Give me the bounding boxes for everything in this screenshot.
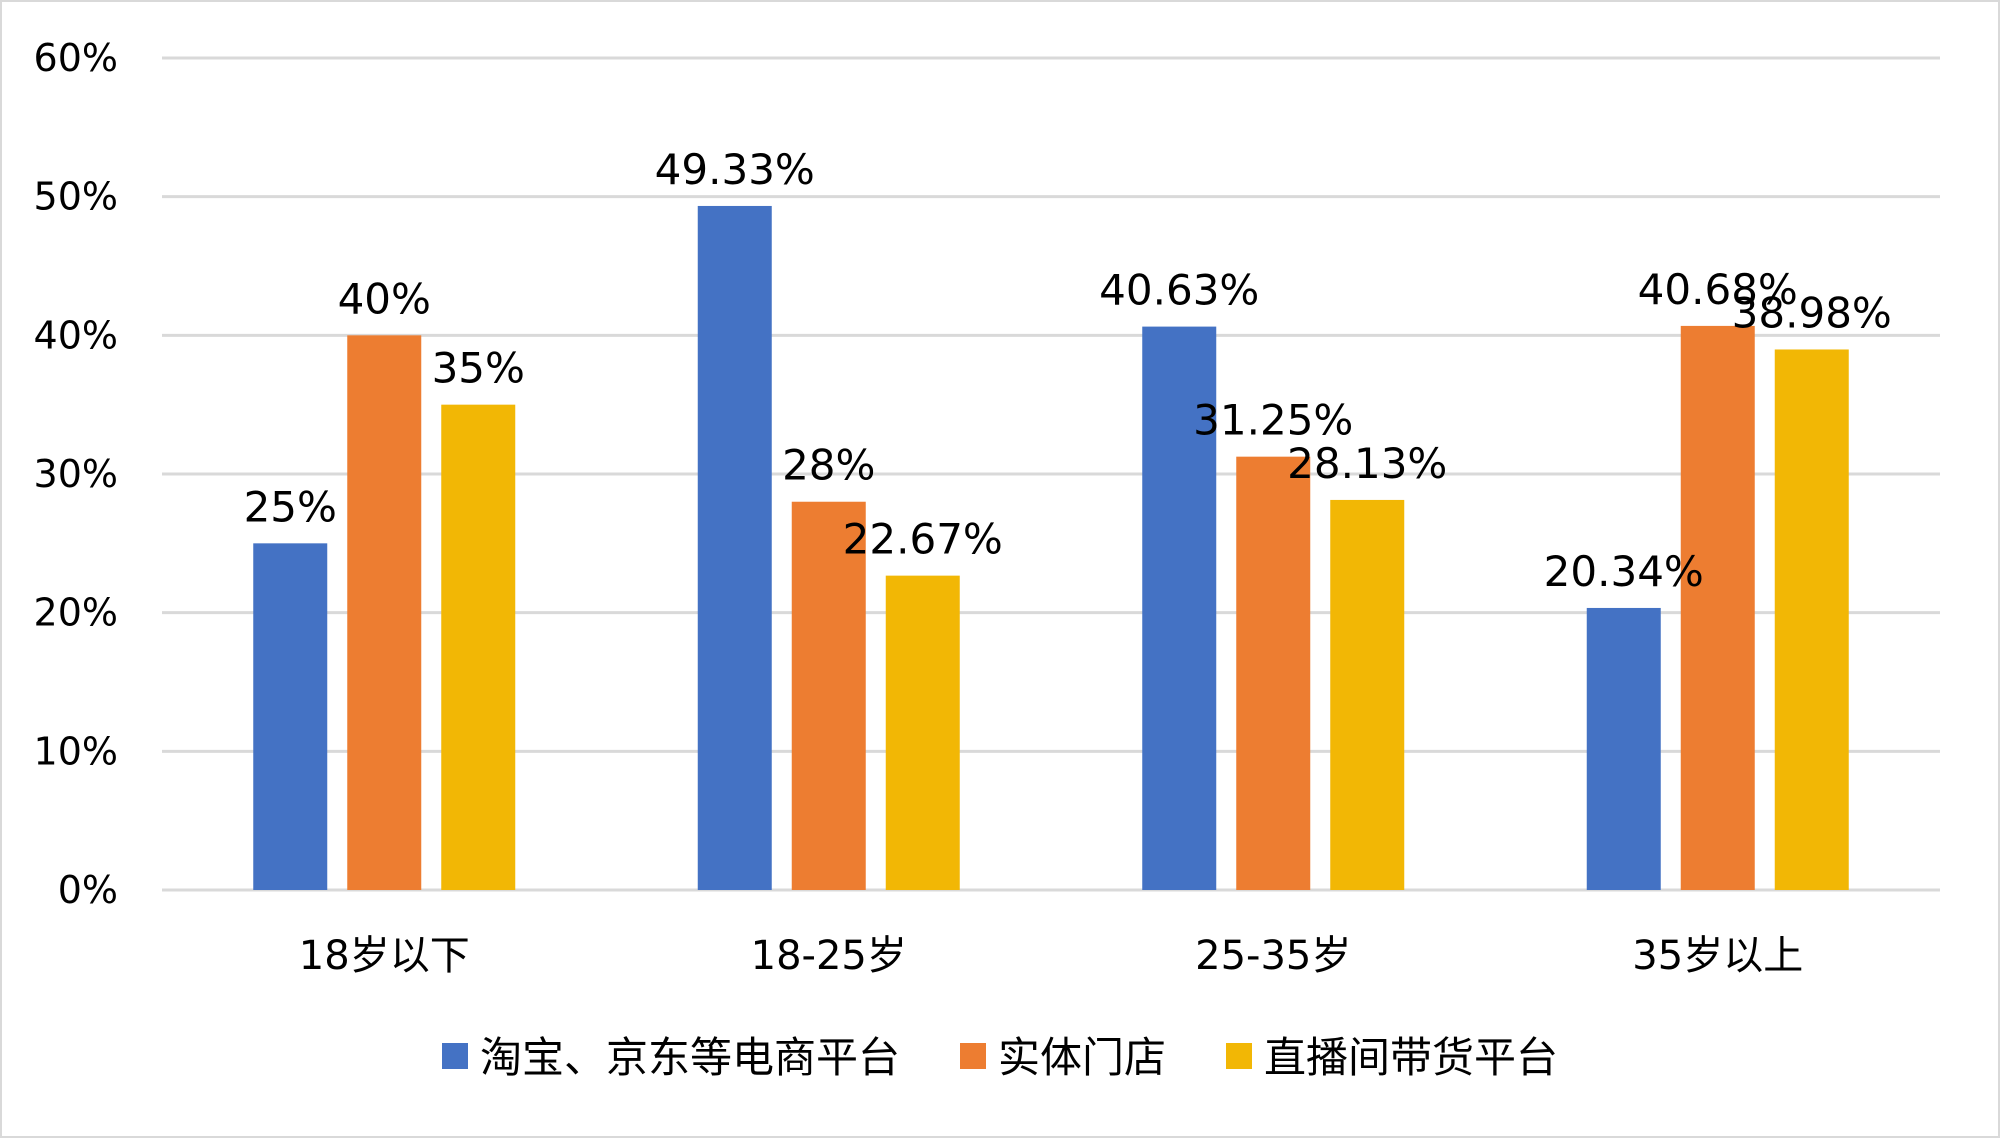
data-label: 49.33% xyxy=(655,145,815,194)
x-category-label: 35岁以上 xyxy=(1632,933,1803,979)
y-tick-label: 50% xyxy=(34,175,118,219)
data-label: 20.34% xyxy=(1544,547,1704,596)
legend-label: 实体门店 xyxy=(998,1033,1166,1082)
legend-item: 淘宝、京东等电商平台 xyxy=(442,1033,900,1082)
legend-label: 直播间带货平台 xyxy=(1264,1033,1558,1082)
data-label: 40% xyxy=(338,274,431,323)
y-tick-label: 20% xyxy=(34,591,118,635)
y-axis-ticks: 0% 10% 20% 30% 40% 50% 60% xyxy=(34,36,118,912)
data-label: 31.25% xyxy=(1193,396,1353,445)
legend-item: 实体门店 xyxy=(960,1033,1166,1082)
bar xyxy=(697,205,772,890)
legend-swatch xyxy=(1226,1043,1252,1069)
legend-swatch xyxy=(960,1043,986,1069)
bar xyxy=(1774,349,1849,891)
data-label: 22.67% xyxy=(843,515,1003,564)
x-axis-categories: 18岁以下 18-25岁 25-35岁 35岁以上 xyxy=(299,933,1803,979)
bar xyxy=(791,501,866,890)
y-tick-label: 0% xyxy=(58,868,118,912)
bar xyxy=(885,575,960,890)
bar xyxy=(1586,607,1661,890)
data-label: 28.13% xyxy=(1287,439,1447,488)
y-tick-label: 60% xyxy=(34,36,118,80)
y-tick-label: 10% xyxy=(34,729,118,773)
data-label: 35% xyxy=(432,344,525,393)
bar xyxy=(253,543,328,890)
legend: 淘宝、京东等电商平台 实体门店 直播间带货平台 xyxy=(442,1033,1558,1082)
bar xyxy=(1330,499,1405,890)
bars xyxy=(253,205,1849,891)
x-category-label: 18岁以下 xyxy=(299,933,470,979)
y-tick-label: 40% xyxy=(34,313,118,357)
data-label: 38.98% xyxy=(1732,288,1892,337)
bar xyxy=(347,335,422,890)
legend-item: 直播间带货平台 xyxy=(1226,1033,1558,1082)
bar xyxy=(1142,326,1217,891)
x-category-label: 18-25岁 xyxy=(751,933,907,979)
data-label: 25% xyxy=(244,482,337,531)
data-labels: 25% 40%35% 49.33% 28% 22.67% 40.63% 31.25%28.1… xyxy=(244,145,1892,596)
data-label: 40.63% xyxy=(1099,266,1259,315)
legend-label: 淘宝、京东等电商平台 xyxy=(480,1033,900,1082)
bar xyxy=(1680,325,1755,890)
data-label: 28% xyxy=(782,441,875,490)
legend-swatch xyxy=(442,1043,468,1069)
data-label: 40.68% xyxy=(1638,265,1798,314)
gridlines xyxy=(162,56,1940,892)
x-category-label: 25-35岁 xyxy=(1195,933,1351,979)
bar xyxy=(1236,456,1311,890)
bar xyxy=(441,404,516,890)
y-tick-label: 30% xyxy=(34,452,118,496)
